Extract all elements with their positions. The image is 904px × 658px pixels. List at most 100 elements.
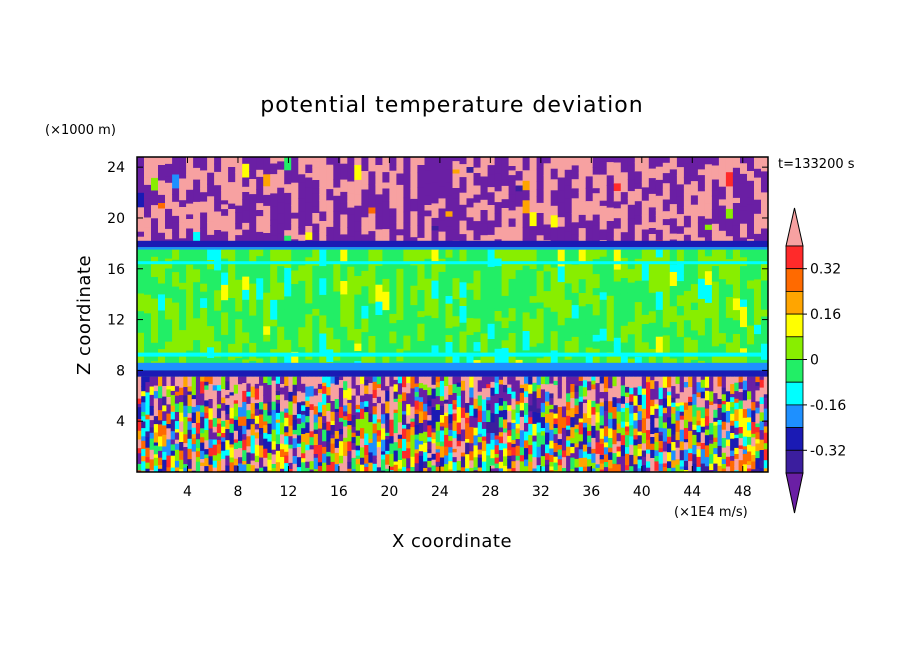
field-cell [162,451,167,461]
field-cell [650,376,655,381]
field-cell [191,376,197,389]
field-cell [732,213,741,226]
field-cell [700,391,706,399]
x-tick-label: 20 [380,484,398,500]
field-cell [599,392,605,399]
field-cell [298,182,306,199]
field-cell [627,292,636,315]
field-cell [452,400,458,405]
field-cell [519,447,525,456]
field-cell [637,394,643,406]
field-cell [423,468,428,472]
field-cell [675,398,681,404]
field-cell [683,397,689,404]
field-cell [725,186,734,192]
field-cell [676,249,685,262]
field-cell [375,358,383,364]
field-cell [246,396,252,401]
field-cell [671,442,676,452]
field-cell [592,341,601,350]
field-cell [435,466,441,472]
field-cell [368,184,376,195]
field-cell [221,458,226,471]
field-cell [376,458,382,468]
field-cell [459,297,468,307]
field-cell [633,395,639,407]
field-cell [298,211,306,228]
field-cell [507,387,512,395]
field-cell [718,186,727,196]
field-cell [354,249,362,265]
field-cell [141,456,146,462]
field-cell [603,462,609,468]
field-cell [490,402,496,414]
field-cell [654,399,660,405]
field-cell [361,157,369,172]
field-cell [599,425,605,430]
field-cell [242,359,250,364]
field-cell [340,203,348,216]
field-cell [431,376,437,386]
field-cell [338,376,344,381]
field-cell [683,274,692,292]
field-cell [361,234,369,242]
field-cell [679,466,685,471]
field-cell [571,188,580,199]
field-cell [317,376,323,385]
field-cell [330,425,336,436]
field-cell [578,306,587,321]
field-cell [574,398,580,406]
field-cell [418,433,424,442]
field-cell [654,418,660,429]
field-cell [688,376,693,388]
field-cell [347,324,355,341]
field-cell [571,249,580,266]
field-cell [612,453,618,465]
field-cell [557,417,563,426]
field-cell [284,376,289,387]
field-cell [343,419,348,428]
field-cell [658,441,664,449]
field-cell [292,438,298,449]
field-cell [296,391,302,403]
field-cell [319,232,327,242]
field-cell [725,431,731,441]
field-cell [439,415,445,424]
field-cell [732,157,741,162]
field-cell [742,446,748,451]
field-cell [368,357,376,364]
field-cell [298,339,306,348]
field-cell [587,399,592,413]
field-cell [717,392,723,400]
field-cell [322,429,327,442]
field-cell [141,448,146,457]
field-cell [439,400,445,407]
field-cell [473,318,482,333]
field-cell [330,420,336,426]
field-cell [376,467,382,472]
field-cell [697,180,706,192]
field-cell [158,465,163,470]
field-cell [417,172,425,188]
field-cell [718,249,727,267]
field-cell [298,198,306,213]
field-cell [641,433,647,444]
field-cell [347,451,353,463]
field-cell [671,467,676,472]
field-cell [393,422,399,434]
field-cell [145,457,151,464]
field-cell [360,408,365,420]
field-cell [166,467,172,472]
field-cell [305,164,313,174]
field-cell [608,459,613,469]
field-cell [561,397,567,408]
field-cell [137,388,142,400]
field-cell [511,391,517,396]
field-cell [713,381,719,394]
field-cell [629,444,634,456]
field-cell [761,260,768,282]
field-cell [376,419,382,424]
field-cell [256,327,264,343]
field-cell [543,163,552,176]
field-cell [494,435,500,441]
